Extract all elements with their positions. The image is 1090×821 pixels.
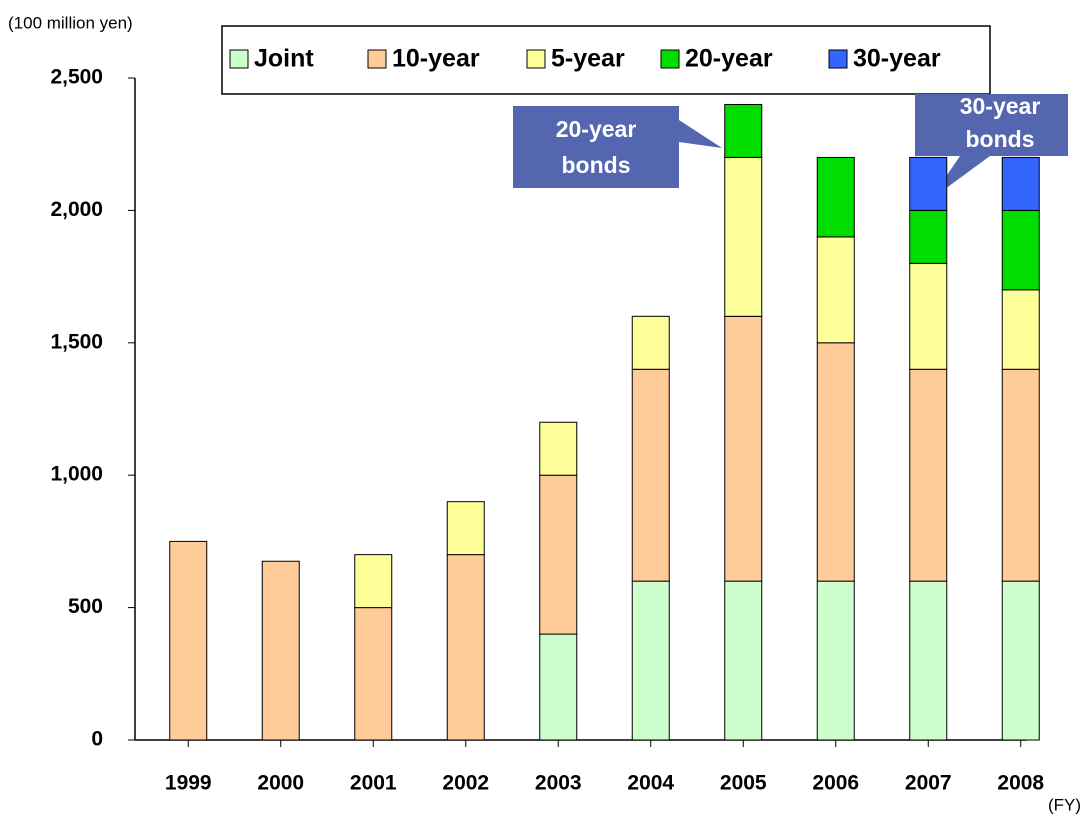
bar-segment	[1001, 289, 1040, 370]
bar-segment	[909, 209, 948, 264]
x-tick-label: 2001	[350, 772, 397, 795]
bar-segment	[724, 580, 763, 741]
bar-segment	[631, 315, 670, 370]
bar-segment	[909, 262, 948, 370]
x-tick-label: 2003	[535, 772, 582, 795]
bar-segment	[1001, 156, 1040, 211]
bar-segment	[1001, 368, 1040, 582]
bar-segment	[631, 580, 670, 741]
annotation-text: bonds	[562, 152, 631, 178]
bar-segment	[816, 156, 855, 238]
bar-segment	[724, 315, 763, 582]
y-tick-label: 500	[68, 595, 103, 618]
bar-segment	[169, 540, 208, 741]
callout-arrow	[679, 120, 722, 148]
legend-label: 30-year	[853, 45, 941, 73]
bar-segment	[1001, 580, 1040, 741]
y-tick-label: 0	[91, 728, 103, 751]
bar-segment	[539, 421, 578, 476]
bar-segment	[909, 156, 948, 211]
bar-segment	[909, 368, 948, 582]
x-tick-label: 2006	[812, 772, 859, 795]
bar-segment	[724, 103, 763, 158]
y-unit-label: (100 million yen)	[8, 13, 133, 32]
bar-segment	[446, 554, 485, 741]
y-tick-label: 2,500	[50, 66, 103, 89]
bar-segment	[816, 236, 855, 344]
callout-box	[915, 94, 1068, 156]
y-tick-label: 1,500	[50, 330, 103, 353]
bar-segment	[354, 554, 393, 609]
x-unit-label: (FY)	[1048, 795, 1081, 814]
legend-label: 20-year	[685, 45, 773, 73]
legend-label: 10-year	[392, 45, 480, 73]
bar-segment	[261, 560, 300, 741]
legend-label: 5-year	[551, 45, 625, 73]
callout-box	[513, 106, 679, 188]
legend-swatch	[660, 49, 680, 69]
bar-segment	[631, 368, 670, 582]
bar-segment	[1001, 209, 1040, 291]
x-tick-label: 2007	[905, 772, 952, 795]
bar-segment	[816, 342, 855, 582]
x-tick-label: 2008	[997, 772, 1044, 795]
y-tick-label: 1,000	[50, 463, 103, 486]
annotation-text: 20-year	[556, 116, 637, 142]
y-tick-label: 2,000	[50, 198, 103, 221]
x-tick-label: 2002	[442, 772, 489, 795]
bar-segment	[446, 501, 485, 556]
annotation-text: bonds	[966, 126, 1035, 152]
bar-segment	[816, 580, 855, 741]
annotation-text: 30-year	[960, 93, 1041, 119]
bar-segment	[539, 474, 578, 635]
callouts: 20-year bonds 30-year bonds	[513, 93, 1068, 200]
x-tick-label: 2005	[720, 772, 767, 795]
legend-swatch	[828, 49, 848, 69]
bar-segment	[354, 607, 393, 741]
bar-segment	[909, 580, 948, 741]
legend-label: Joint	[254, 45, 314, 73]
legend-box	[221, 25, 991, 95]
bar-segment	[724, 156, 763, 317]
x-tick-label: 2004	[627, 772, 674, 795]
legend-swatch	[526, 49, 546, 69]
legend-swatch	[229, 49, 249, 69]
x-tick-label: 2000	[257, 772, 304, 795]
bar-segment	[539, 633, 578, 741]
legend-swatch	[367, 49, 387, 69]
x-tick-label: 1999	[165, 772, 212, 795]
